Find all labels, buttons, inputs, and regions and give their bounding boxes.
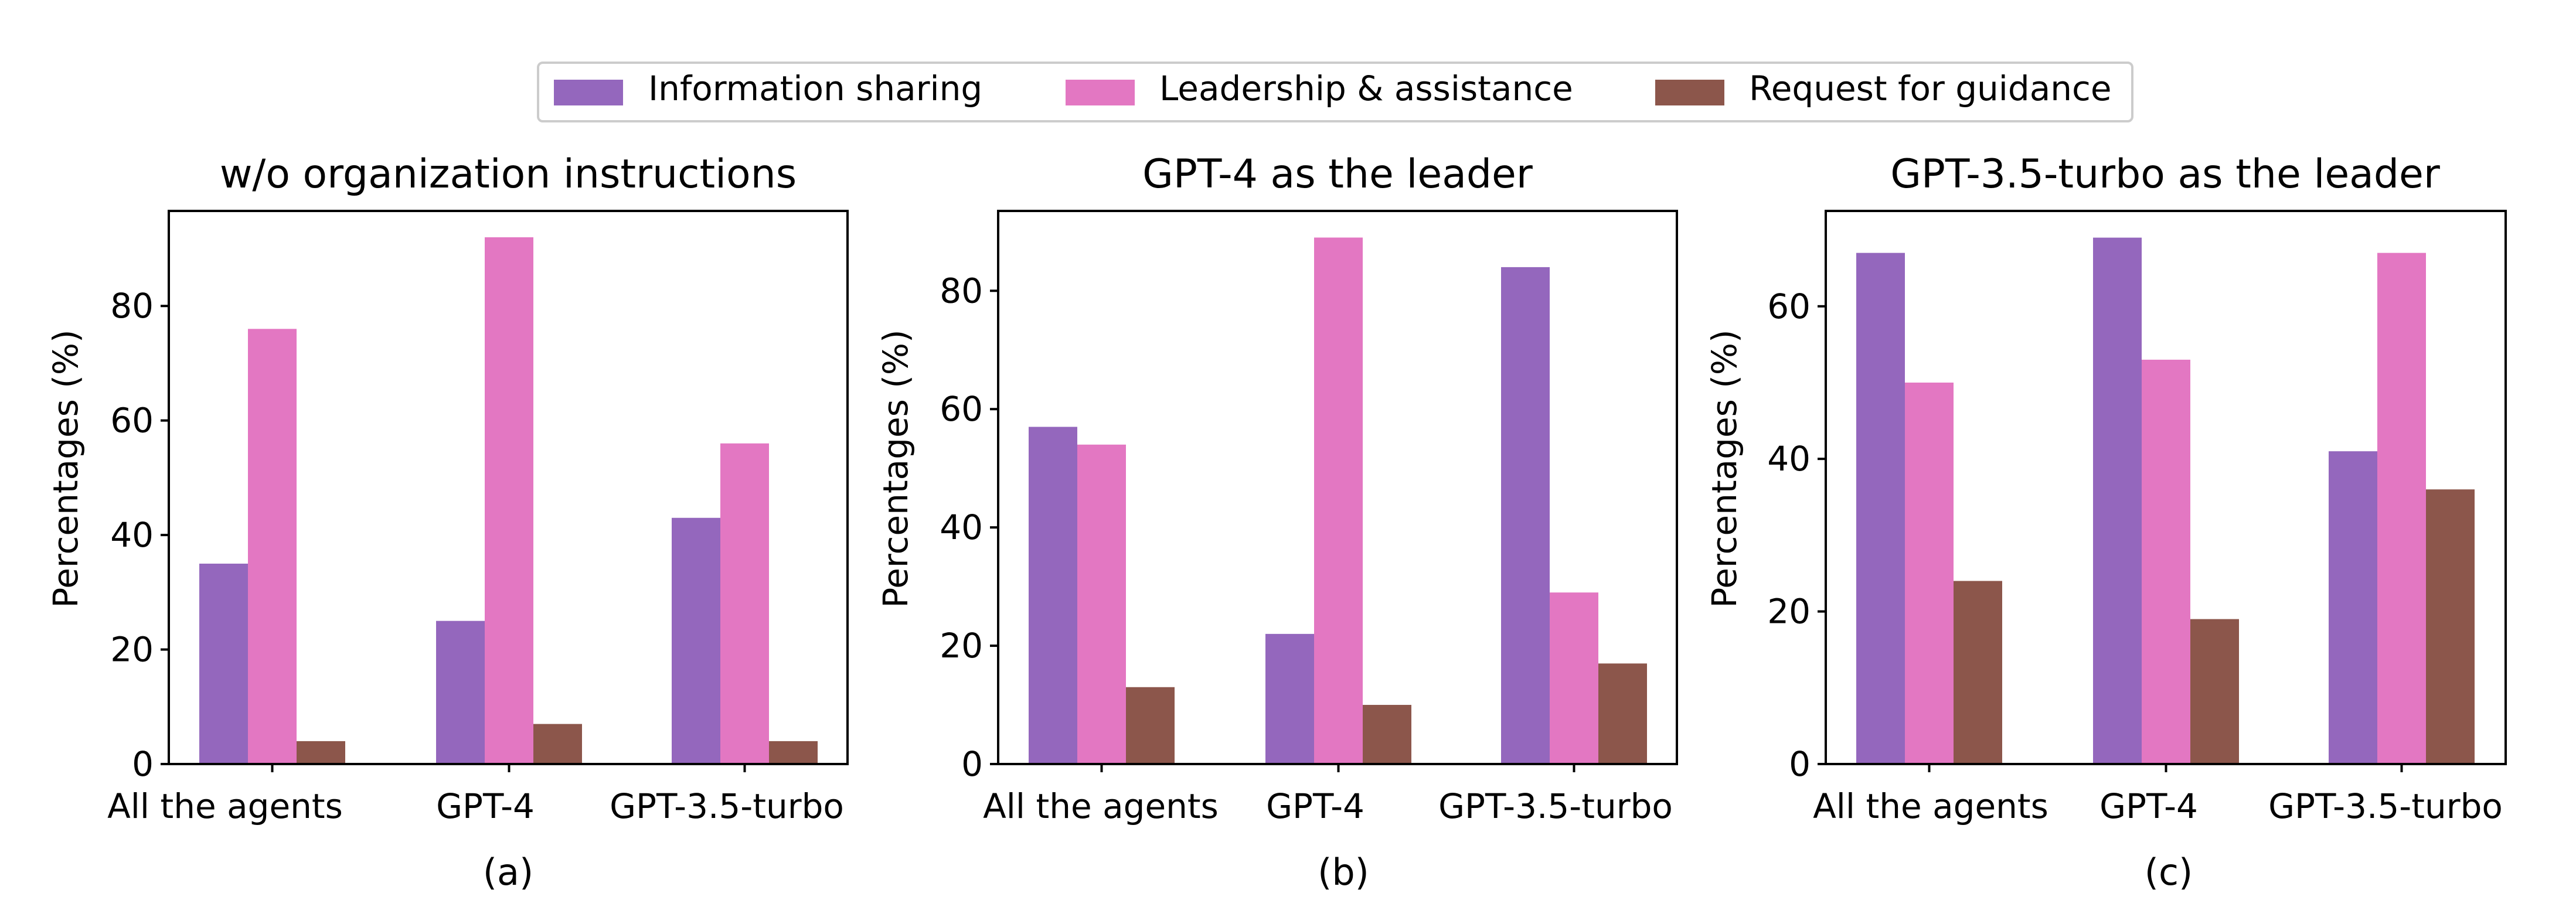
panel-c-title: GPT-3.5-turbo as the leader — [1890, 151, 2440, 197]
panel-a-bars — [199, 237, 818, 764]
panel-a-ylabel: Percentages (%) — [46, 329, 86, 608]
panel-b-caption: (b) — [1318, 851, 1369, 894]
panel-c-bar-series1-cat2 — [2377, 253, 2426, 765]
panel-b-ylabel: Percentages (%) — [876, 329, 916, 608]
panel-a-bar-series1-cat1 — [485, 237, 533, 764]
panel-a-bar-series2-cat0 — [297, 741, 345, 764]
panel-a-title: w/o organization instructions — [220, 151, 797, 197]
panel-c-ylabel: Percentages (%) — [1704, 329, 1744, 608]
legend-frame — [537, 62, 2133, 122]
panel-c-category-label-2: GPT-3.5-turbo — [2268, 786, 2503, 826]
legend-label-request-guidance: Request for guidance — [1749, 69, 2112, 108]
panel-a-category-label-0: All the agents — [107, 786, 343, 826]
panel-b-ytick-label-0: 0 — [961, 744, 983, 784]
panel-a-ytick-label-2: 40 — [110, 515, 154, 555]
panel-c-ytick-label-0: 0 — [1789, 744, 1811, 784]
panel-b-ytick-label-2: 40 — [940, 507, 983, 547]
panel-a-bar-series2-cat2 — [769, 741, 818, 764]
panel-b: GPT-4 as the leader 0 20 40 60 80 Percentage… — [876, 151, 1678, 894]
panel-c-ytick-label-3: 60 — [1767, 287, 1811, 326]
panel-b-ytick-label-3: 60 — [940, 389, 983, 429]
panel-c-bar-series0-cat2 — [2329, 451, 2377, 764]
panel-c-bar-series2-cat0 — [1954, 581, 2002, 764]
panel-b-bar-series1-cat1 — [1314, 237, 1363, 764]
panel-a-ytick-label-3: 60 — [110, 401, 154, 441]
panel-c-category-label-1: GPT-4 — [2099, 786, 2198, 826]
panel-b-bar-series2-cat0 — [1126, 687, 1175, 764]
legend-swatch-request-guidance — [1655, 80, 1724, 105]
panel-c: GPT-3.5-turbo as the leader 0 20 40 60 Perc… — [1704, 151, 2507, 894]
panel-c-bar-series1-cat1 — [2142, 359, 2190, 764]
panel-b-ytick-label-4: 80 — [940, 271, 983, 311]
legend: Information sharing Leadership & assista… — [537, 62, 2133, 122]
panel-a-bar-series0-cat2 — [672, 517, 720, 764]
panel-c-bar-series2-cat2 — [2426, 489, 2475, 764]
panel-c-axes: 0 20 40 60 — [1767, 210, 2507, 784]
panel-a-bar-series1-cat0 — [248, 329, 297, 764]
panel-b-axes: 0 20 40 60 80 — [940, 210, 1678, 784]
panel-a-ytick-label-4: 80 — [110, 286, 154, 326]
panel-b-category-label-0: All the agents — [983, 786, 1219, 826]
panel-c-ytick-label-1: 20 — [1767, 592, 1811, 632]
panel-b-bar-series2-cat1 — [1363, 705, 1411, 764]
panel-c-bar-series0-cat1 — [2093, 237, 2142, 765]
panel-a-bar-series0-cat1 — [436, 620, 485, 764]
panel-b-category-label-1: GPT-4 — [1266, 786, 1364, 826]
panel-c-bar-series2-cat1 — [2190, 619, 2239, 764]
legend-label-leadership-assistance: Leadership & assistance — [1159, 69, 1573, 108]
panel-b-bar-series0-cat0 — [1029, 427, 1077, 764]
legend-label-information-sharing: Information sharing — [648, 69, 982, 108]
legend-swatch-leadership-assistance — [1066, 80, 1135, 105]
panel-c-ytick-label-2: 40 — [1767, 439, 1811, 479]
panel-a-axes: 0 20 40 60 80 — [110, 210, 849, 784]
panel-b-bar-series1-cat2 — [1550, 592, 1598, 764]
panel-a-bar-series1-cat2 — [720, 443, 769, 764]
legend-swatch-information-sharing — [554, 80, 623, 105]
panel-a-bar-series2-cat1 — [533, 724, 582, 764]
panel-b-ytick-label-1: 20 — [940, 626, 983, 666]
panel-b-title: GPT-4 as the leader — [1142, 151, 1533, 197]
panel-a-category-label-2: GPT-3.5-turbo — [610, 786, 844, 826]
panel-b-bar-series2-cat2 — [1598, 663, 1647, 764]
panel-b-category-label-2: GPT-3.5-turbo — [1438, 786, 1673, 826]
panel-a-caption: (a) — [483, 851, 533, 894]
panel-a-bar-series0-cat0 — [199, 563, 248, 764]
panel-c-bar-series0-cat0 — [1856, 253, 1905, 765]
panel-a-ytick-label-0: 0 — [132, 744, 154, 784]
panel-a-category-label-1: GPT-4 — [436, 786, 535, 826]
panel-a: w/o organization instructions 020406080 … — [46, 151, 849, 894]
panel-c-caption: (c) — [2145, 851, 2193, 894]
panel-b-bars — [1029, 237, 1647, 764]
panel-b-bar-series1-cat0 — [1077, 444, 1126, 764]
panel-c-bar-series1-cat0 — [1905, 382, 1954, 764]
panel-c-category-label-0: All the agents — [1813, 786, 2048, 826]
panel-b-bar-series0-cat1 — [1265, 633, 1314, 764]
panel-c-bars — [1856, 237, 2475, 765]
panel-b-bar-series0-cat2 — [1501, 267, 1550, 764]
panel-a-ytick-label-1: 20 — [110, 630, 154, 670]
